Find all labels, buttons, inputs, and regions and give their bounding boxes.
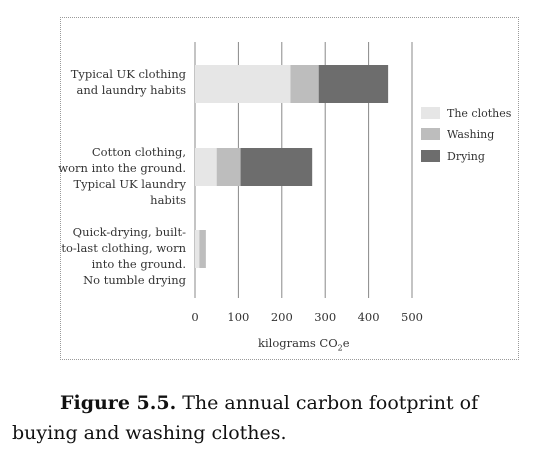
bar-2-drying bbox=[240, 148, 313, 186]
bars bbox=[195, 65, 389, 268]
category-label-line: into the ground. bbox=[91, 257, 186, 271]
legend-label-the-clothes: The clothes bbox=[447, 107, 512, 120]
legend-label-washing: Washing bbox=[447, 128, 494, 141]
caption-text: The annual carbon footprint of buying an… bbox=[12, 392, 479, 444]
bar-1-washing bbox=[290, 65, 319, 103]
category-label-2: Cotton clothing, worn into the ground. Typ… bbox=[16, 144, 186, 208]
bar-1-drying bbox=[318, 65, 389, 103]
bar-3-the-clothes bbox=[195, 230, 200, 268]
category-label-1: Typical UK clothing and laundry habits bbox=[16, 66, 186, 98]
category-label-line: Quick-drying, built- bbox=[72, 225, 186, 239]
x-tick-label-300: 300 bbox=[314, 310, 336, 324]
x-tick-label-0: 0 bbox=[191, 310, 198, 324]
category-label-line: Typical UK clothing bbox=[70, 67, 186, 81]
bar-3-washing bbox=[199, 230, 206, 268]
x-tick-label-100: 100 bbox=[227, 310, 249, 324]
bar-2-the-clothes bbox=[195, 148, 217, 186]
legend: The clothes Washing Drying bbox=[421, 107, 512, 163]
bar-1-the-clothes bbox=[195, 65, 291, 103]
legend-swatch-the-clothes bbox=[421, 107, 440, 119]
category-label-3: Quick-drying, built-to-last clothing, wo… bbox=[16, 224, 186, 288]
x-tick-label-400: 400 bbox=[358, 310, 380, 324]
caption-label: Figure 5.5. bbox=[60, 392, 177, 414]
x-axis-label: kilograms CO2e bbox=[258, 336, 350, 353]
chart-frame bbox=[60, 17, 519, 360]
bar-2-washing bbox=[216, 148, 241, 186]
category-label-line: Cotton clothing, bbox=[91, 145, 186, 159]
category-label-line: No tumble drying bbox=[83, 273, 186, 287]
category-label-line: to-last clothing, worn bbox=[61, 241, 186, 255]
legend-label-drying: Drying bbox=[447, 150, 485, 163]
category-label-line: Typical UK laundry bbox=[73, 177, 186, 191]
x-tick-labels: 0 100 200 300 400 500 bbox=[191, 310, 423, 324]
figure-caption: Figure 5.5. The annual carbon footprint … bbox=[12, 388, 532, 448]
category-label-line: and laundry habits bbox=[76, 83, 186, 97]
category-label-line: habits bbox=[150, 193, 186, 207]
x-tick-label-200: 200 bbox=[271, 310, 293, 324]
category-label-line: worn into the ground. bbox=[58, 161, 186, 175]
x-tick-label-500: 500 bbox=[401, 310, 423, 324]
legend-swatch-washing bbox=[421, 128, 440, 140]
legend-swatch-drying bbox=[421, 150, 440, 162]
